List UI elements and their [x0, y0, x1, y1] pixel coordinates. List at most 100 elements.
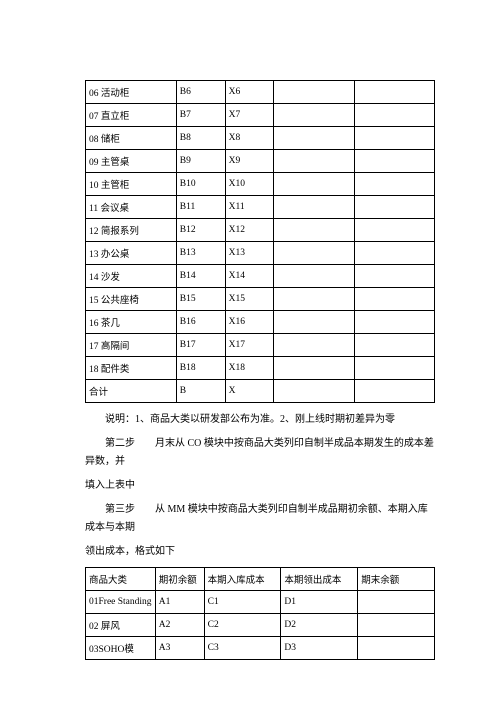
table-cell [354, 173, 434, 196]
table-cell: A3 [155, 637, 204, 660]
table-cell [274, 334, 354, 357]
note-text: 说明：1、商品大类以研发部公布为准。2、刚上线时期初差异为零 [85, 411, 435, 429]
table-row: 08 储柜B8X8 [86, 127, 435, 150]
table-cell: 18 配件类 [86, 357, 177, 380]
step2-line2: 填入上表中 [85, 477, 435, 495]
table-cell: X7 [225, 104, 274, 127]
table-cell [354, 127, 434, 150]
table-header-cell: 期末余额 [358, 568, 435, 591]
table-cell [274, 288, 354, 311]
document-page: 06 活动柜B6X607 直立柜B7X708 储柜B8X809 主管桌B9X91… [0, 0, 500, 708]
step2-label: 第二步 [105, 435, 135, 453]
table-cell [354, 104, 434, 127]
table-cell: B12 [176, 219, 225, 242]
table-cell [354, 311, 434, 334]
table-cell: 01Free Standing [86, 591, 156, 614]
table-cell: C2 [204, 614, 281, 637]
table-cell [358, 637, 435, 660]
table-row: 03SOHO模A3C3D3 [86, 637, 435, 660]
table-cell: 17 高隔间 [86, 334, 177, 357]
table-cell: B15 [176, 288, 225, 311]
table-cell: X16 [225, 311, 274, 334]
step3-text1: 从 MM 模块中按商品大类列印自制半成品期初余额、本期入库成本与本期 [85, 504, 428, 533]
table-cell: 10 主管柜 [86, 173, 177, 196]
table-cell: X13 [225, 242, 274, 265]
table-cell: B16 [176, 311, 225, 334]
table-cell: C3 [204, 637, 281, 660]
table-cell: X10 [225, 173, 274, 196]
table-row: 02 屏风A2C2D2 [86, 614, 435, 637]
table-cell: X12 [225, 219, 274, 242]
table-cell: X11 [225, 196, 274, 219]
table-row: 17 高隔间B17X17 [86, 334, 435, 357]
table-row: 09 主管桌B9X9 [86, 150, 435, 173]
table-row: 13 办公桌B13X13 [86, 242, 435, 265]
table-cell [358, 591, 435, 614]
table-cell: 合计 [86, 380, 177, 403]
table-row: 11 会议桌B11X11 [86, 196, 435, 219]
table-cell: 02 屏风 [86, 614, 156, 637]
table-row: 01Free StandingA1C1D1 [86, 591, 435, 614]
table-cell: X17 [225, 334, 274, 357]
table-header-cell: 期初余额 [155, 568, 204, 591]
table-cell [274, 242, 354, 265]
table-cell: C1 [204, 591, 281, 614]
table-cell: B13 [176, 242, 225, 265]
table-row: 合计BX [86, 380, 435, 403]
table-cell [274, 173, 354, 196]
table-cell [274, 81, 354, 104]
table-cell: 15 公共座椅 [86, 288, 177, 311]
table-row: 16 茶几B16X16 [86, 311, 435, 334]
table-cell: A2 [155, 614, 204, 637]
table-cell [274, 127, 354, 150]
table-cell [274, 311, 354, 334]
table-cell [274, 150, 354, 173]
table-cell: B14 [176, 265, 225, 288]
table-cell: D1 [281, 591, 358, 614]
table-cell [354, 334, 434, 357]
table-row: 06 活动柜B6X6 [86, 81, 435, 104]
table-cell: B10 [176, 173, 225, 196]
table-cell [354, 81, 434, 104]
table-cell [354, 380, 434, 403]
table-cell [354, 196, 434, 219]
table-cell: 08 储柜 [86, 127, 177, 150]
table-header-row: 商品大类期初余额本期入库成本本期领出成本期末余额 [86, 568, 435, 591]
table-cell [354, 265, 434, 288]
table-row: 10 主管柜B10X10 [86, 173, 435, 196]
table-row: 14 沙发B14X14 [86, 265, 435, 288]
table-cell: 07 直立柜 [86, 104, 177, 127]
table-cell: X [225, 380, 274, 403]
step3-line2: 领出成本，格式如下 [85, 543, 435, 561]
table-cell [354, 242, 434, 265]
table-balance: 商品大类期初余额本期入库成本本期领出成本期末余额01Free StandingA… [85, 567, 435, 660]
table-cell: X8 [225, 127, 274, 150]
table-cell: X14 [225, 265, 274, 288]
table-cell: X18 [225, 357, 274, 380]
table-cell: 16 茶几 [86, 311, 177, 334]
table-cell: 13 办公桌 [86, 242, 177, 265]
table-header-cell: 商品大类 [86, 568, 156, 591]
table-cell [274, 265, 354, 288]
table-cell: D2 [281, 614, 358, 637]
table-cell: B7 [176, 104, 225, 127]
table-cell: 03SOHO模 [86, 637, 156, 660]
table-cell [274, 104, 354, 127]
table-row: 18 配件类B18X18 [86, 357, 435, 380]
table-cell [354, 150, 434, 173]
table-cell: B [176, 380, 225, 403]
step2-line1: 第二步月末从 CO 模块中按商品大类列印自制半成品本期发生的成本差异数，并 [85, 435, 435, 471]
table-cell [354, 357, 434, 380]
table-row: 12 简报系列B12X12 [86, 219, 435, 242]
table-cell: B18 [176, 357, 225, 380]
table-cell: B17 [176, 334, 225, 357]
table-row: 07 直立柜B7X7 [86, 104, 435, 127]
table-cell: 09 主管桌 [86, 150, 177, 173]
table-cell: X15 [225, 288, 274, 311]
table-cell: D3 [281, 637, 358, 660]
step3-line1: 第三步从 MM 模块中按商品大类列印自制半成品期初余额、本期入库成本与本期 [85, 501, 435, 537]
step2-text1: 月末从 CO 模块中按商品大类列印自制半成品本期发生的成本差异数，并 [85, 438, 434, 467]
table-cell: 12 简报系列 [86, 219, 177, 242]
table-cell: 06 活动柜 [86, 81, 177, 104]
table-cell: 11 会议桌 [86, 196, 177, 219]
